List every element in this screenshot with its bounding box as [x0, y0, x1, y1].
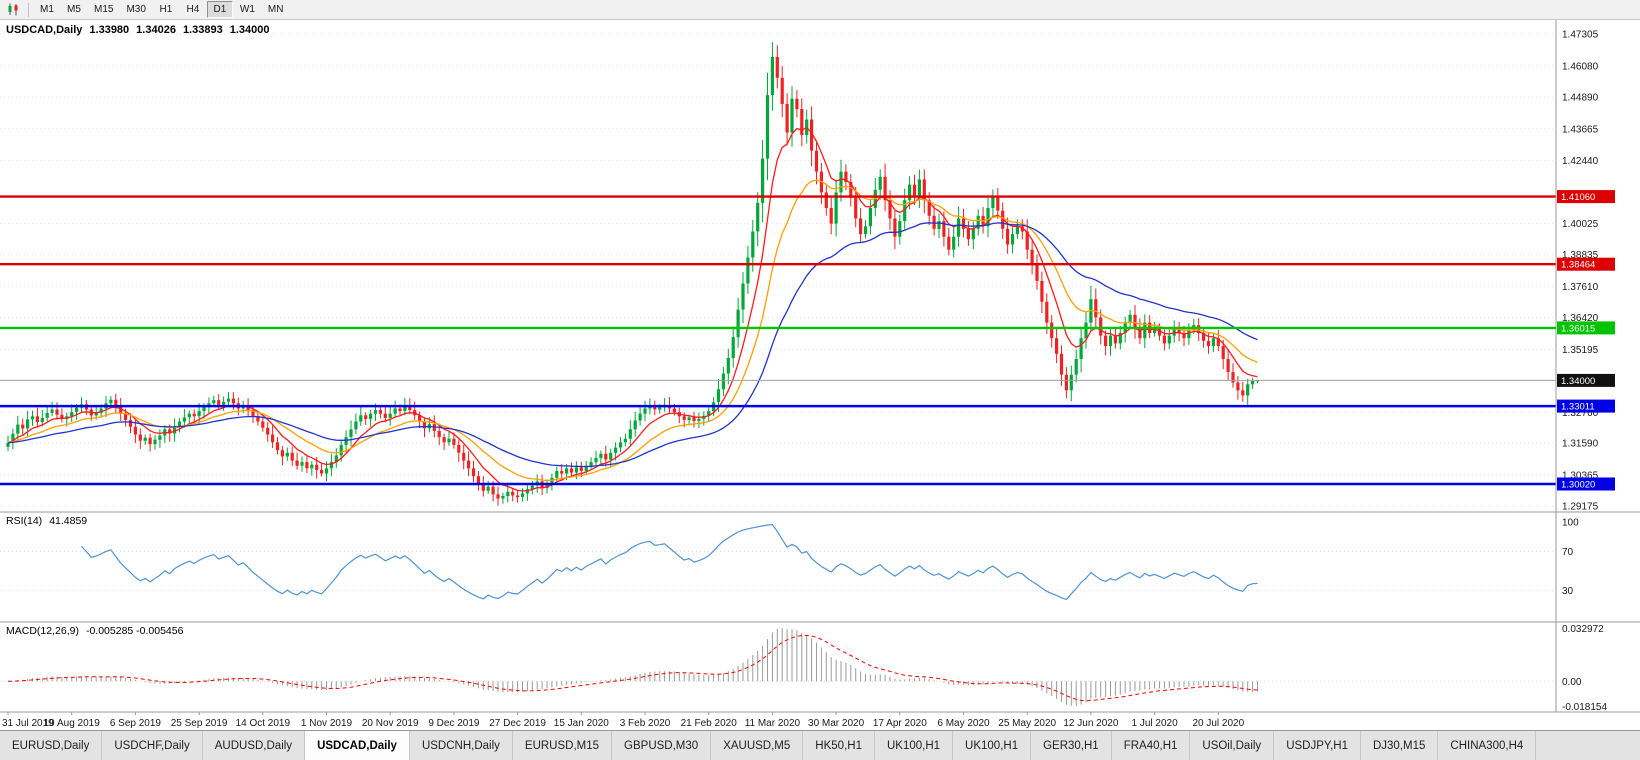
- rsi-line: [81, 523, 1258, 601]
- hlines-layer[interactable]: [0, 195, 1556, 486]
- grid-layer: [0, 33, 1556, 507]
- svg-text:12 Jun 2020: 12 Jun 2020: [1063, 718, 1118, 729]
- chart-tab[interactable]: UK100,H1: [874, 731, 954, 760]
- timeframe-button[interactable]: H1: [153, 1, 179, 18]
- chart-tab[interactable]: USDCNH,Daily: [409, 731, 513, 760]
- svg-text:1.37610: 1.37610: [1562, 282, 1599, 293]
- timeframe-buttons: M1 M5 M15 M30 H1 H4 D1 W1 MN: [34, 1, 289, 18]
- svg-text:1.35195: 1.35195: [1562, 345, 1599, 356]
- chart-tab[interactable]: EURUSD,Daily: [0, 731, 103, 760]
- svg-text:25 Sep 2019: 25 Sep 2019: [171, 718, 228, 729]
- svg-text:19 Aug 2019: 19 Aug 2019: [44, 718, 101, 729]
- timeframe-button[interactable]: M1: [34, 1, 60, 18]
- price-badge: 1.38464: [1557, 257, 1615, 271]
- svg-text:1.47305: 1.47305: [1562, 30, 1599, 41]
- chart-tab[interactable]: FRA40,H1: [1111, 731, 1191, 760]
- chart-tab[interactable]: USDCAD,Daily: [305, 731, 410, 760]
- svg-text:1.36420: 1.36420: [1562, 313, 1599, 324]
- chart-tab[interactable]: HK50,H1: [803, 731, 875, 760]
- timeframe-button[interactable]: M30: [120, 1, 151, 18]
- chart-tab[interactable]: CHINA300,H4: [1438, 731, 1537, 760]
- toolbar-separator: [28, 2, 29, 17]
- svg-text:1.29175: 1.29175: [1562, 502, 1599, 513]
- svg-text:0.00: 0.00: [1562, 677, 1582, 688]
- svg-text:1.36015: 1.36015: [1561, 323, 1595, 334]
- svg-text:1.41060: 1.41060: [1561, 192, 1595, 203]
- svg-text:1.32760: 1.32760: [1562, 408, 1599, 419]
- svg-text:1 Jul 2020: 1 Jul 2020: [1132, 718, 1179, 729]
- svg-text:1.46080: 1.46080: [1562, 61, 1599, 72]
- chart-tab[interactable]: EURUSD,M15: [512, 731, 613, 760]
- svg-text:15 Jan 2020: 15 Jan 2020: [554, 718, 609, 729]
- moving-averages-layer: [7, 126, 1258, 492]
- svg-text:1.31590: 1.31590: [1562, 439, 1599, 450]
- svg-text:20 Nov 2019: 20 Nov 2019: [362, 718, 419, 729]
- chart-tab[interactable]: USDJPY,H1: [1274, 731, 1361, 760]
- timeframe-button[interactable]: M15: [88, 1, 119, 18]
- timeframe-toolbar: M1 M5 M15 M30 H1 H4 D1 W1 MN: [0, 0, 1640, 20]
- macd-signal-line: [7, 634, 1258, 702]
- svg-text:9 Dec 2019: 9 Dec 2019: [428, 718, 480, 729]
- timeframe-button[interactable]: MN: [262, 1, 290, 18]
- svg-text:17 Apr 2020: 17 Apr 2020: [873, 718, 927, 729]
- svg-text:21 Feb 2020: 21 Feb 2020: [681, 718, 738, 729]
- ma-8-line: [7, 126, 1258, 492]
- svg-text:1.33011: 1.33011: [1561, 402, 1595, 413]
- timeframe-button[interactable]: M5: [61, 1, 87, 18]
- charts-icon[interactable]: [3, 3, 23, 16]
- svg-text:3 Feb 2020: 3 Feb 2020: [620, 718, 671, 729]
- svg-text:70: 70: [1562, 547, 1574, 558]
- svg-text:25 May 2020: 25 May 2020: [998, 718, 1056, 729]
- price-badge: 1.33011: [1557, 399, 1615, 413]
- svg-text:11 Mar 2020: 11 Mar 2020: [745, 718, 801, 729]
- price-badge: 1.41060: [1557, 190, 1615, 204]
- svg-text:30: 30: [1562, 586, 1574, 597]
- timeframe-button[interactable]: D1: [206, 1, 233, 18]
- chart-tab[interactable]: USOil,Daily: [1190, 731, 1275, 760]
- svg-text:31 Jul 2019: 31 Jul 2019: [2, 718, 54, 729]
- price-badge: 1.34000: [1557, 373, 1615, 387]
- svg-text:20 Jul 2020: 20 Jul 2020: [1192, 718, 1244, 729]
- svg-text:100: 100: [1562, 518, 1579, 529]
- ma-18-line: [7, 179, 1258, 482]
- price-axis[interactable]: 1.47305 1.46080 1.44890 1.43665 1.42440 1.400…: [1557, 30, 1615, 513]
- chart-tab[interactable]: DJ30,M15: [1360, 731, 1439, 760]
- svg-text:1.38464: 1.38464: [1561, 260, 1595, 271]
- svg-text:1.40025: 1.40025: [1562, 219, 1599, 230]
- candles-layer: [6, 42, 1260, 506]
- svg-text:27 Dec 2019: 27 Dec 2019: [489, 718, 546, 729]
- macd-panel: 0.032972 0.00 -0.018154: [0, 624, 1607, 713]
- chart-tab[interactable]: GER30,H1: [1031, 731, 1112, 760]
- svg-text:14 Oct 2019: 14 Oct 2019: [236, 718, 291, 729]
- svg-text:1.34000: 1.34000: [1561, 376, 1595, 387]
- chart-tab[interactable]: USDCHF,Daily: [102, 731, 203, 760]
- panel-separators: [0, 20, 1640, 713]
- svg-text:1.30020: 1.30020: [1561, 480, 1595, 491]
- ma-40-line: [7, 222, 1258, 468]
- chart-tab[interactable]: GBPUSD,M30: [612, 731, 712, 760]
- svg-text:1.30365: 1.30365: [1562, 471, 1599, 482]
- svg-text:6 May 2020: 6 May 2020: [937, 718, 990, 729]
- price-badge: 1.30020: [1557, 477, 1615, 491]
- svg-text:1.43665: 1.43665: [1562, 124, 1599, 135]
- svg-text:1 Nov 2019: 1 Nov 2019: [301, 718, 353, 729]
- svg-text:1.38835: 1.38835: [1562, 250, 1599, 261]
- chart-tab[interactable]: XAUUSD,M5: [711, 731, 804, 760]
- timeframe-button[interactable]: H4: [180, 1, 206, 18]
- chart-area: 1.47305 1.46080 1.44890 1.43665 1.42440 1.400…: [0, 20, 1640, 730]
- svg-text:30 Mar 2020: 30 Mar 2020: [808, 718, 865, 729]
- svg-text:0.032972: 0.032972: [1562, 624, 1604, 635]
- timeframe-button[interactable]: W1: [234, 1, 261, 18]
- svg-text:1.44890: 1.44890: [1562, 92, 1599, 103]
- chart-canvas[interactable]: 1.47305 1.46080 1.44890 1.43665 1.42440 1.400…: [0, 20, 1640, 730]
- price-badge: 1.36015: [1557, 321, 1615, 335]
- chart-tab[interactable]: UK100,H1: [953, 731, 1032, 760]
- svg-text:-0.018154: -0.018154: [1562, 702, 1607, 713]
- chart-tabs-bar: EURUSD,Daily USDCHF,Daily AUDUSD,Daily USDC…: [0, 730, 1640, 760]
- chart-tab[interactable]: AUDUSD,Daily: [202, 731, 306, 760]
- svg-text:1.42440: 1.42440: [1562, 156, 1599, 167]
- rsi-panel: 100 70 30: [0, 518, 1579, 601]
- svg-text:6 Sep 2019: 6 Sep 2019: [110, 718, 162, 729]
